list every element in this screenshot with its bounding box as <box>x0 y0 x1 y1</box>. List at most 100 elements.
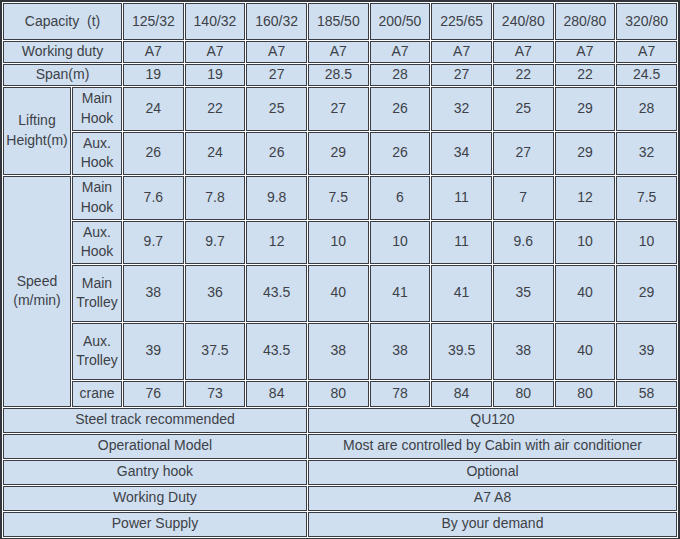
table-cell: 78 <box>370 381 431 407</box>
table-cell: 26 <box>246 132 307 175</box>
table-cell: 35 <box>493 265 554 322</box>
table-cell: 76 <box>123 381 184 407</box>
table-cell: 19 <box>123 64 184 86</box>
footer-value-gantry-hook: Optional <box>308 460 677 485</box>
capacity-value-cell: 320/80 <box>616 3 677 40</box>
table-cell: 73 <box>185 381 246 407</box>
table-cell: 32 <box>616 132 677 175</box>
capacity-value-cell: 225/65 <box>431 3 492 40</box>
table-cell: 39 <box>616 323 677 380</box>
capacity-value-cell: 125/32 <box>123 3 184 40</box>
table-cell: 28.5 <box>308 64 369 86</box>
table-cell: 9.6 <box>493 221 554 264</box>
table-cell: 58 <box>616 381 677 407</box>
table-row: Steel track recommended QU120 <box>3 408 677 433</box>
table-cell: 11 <box>431 221 492 264</box>
table-cell: 7 <box>493 176 554 220</box>
table-cell: 39 <box>123 323 184 380</box>
table-cell: A7 <box>308 41 369 63</box>
table-row: Gantry hook Optional <box>3 460 677 485</box>
table-cell: 7.5 <box>616 176 677 220</box>
table-cell: 10 <box>370 221 431 264</box>
table-cell: 24 <box>185 132 246 175</box>
footer-value-working-duty: A7 A8 <box>308 486 677 511</box>
table-cell: 38 <box>123 265 184 322</box>
table-cell: 25 <box>493 87 554 131</box>
footer-label-power-supply: Power Supply <box>3 512 307 537</box>
table-cell: 7.5 <box>308 176 369 220</box>
table-cell: 32 <box>431 87 492 131</box>
capacity-value-cell: 280/80 <box>555 3 616 40</box>
table-cell: 41 <box>370 265 431 322</box>
sub-label-main-hook: Main Hook <box>72 176 122 220</box>
table-cell: A7 <box>246 41 307 63</box>
table-cell: 22 <box>185 87 246 131</box>
table-cell: 24 <box>123 87 184 131</box>
table-cell: 38 <box>493 323 554 380</box>
group-label-speed: Speed (m/min) <box>3 176 71 407</box>
table-cell: 84 <box>431 381 492 407</box>
table-cell: A7 <box>616 41 677 63</box>
table-row: Lifting Height(m) Main Hook 24 22 25 27 … <box>3 87 677 131</box>
footer-value-steel-track: QU120 <box>308 408 677 433</box>
footer-value-operational-model: Most are controlled by Cabin with air co… <box>308 434 677 459</box>
table-cell: A7 <box>493 41 554 63</box>
table-cell: A7 <box>123 41 184 63</box>
table-cell: A7 <box>555 41 616 63</box>
table-cell: 36 <box>185 265 246 322</box>
table-row: crane 76 73 84 80 78 84 80 80 58 <box>3 381 677 407</box>
table-cell: 27 <box>493 132 554 175</box>
row-label-span: Span(m) <box>3 64 122 86</box>
table-cell: 25 <box>246 87 307 131</box>
table-cell: 7.6 <box>123 176 184 220</box>
table-cell: 22 <box>555 64 616 86</box>
footer-label-steel-track: Steel track recommended <box>3 408 307 433</box>
table-cell: 12 <box>246 221 307 264</box>
table-row: Aux. Hook 9.7 9.7 12 10 10 11 9.6 10 10 <box>3 221 677 264</box>
footer-label-gantry-hook: Gantry hook <box>3 460 307 485</box>
table-cell: 29 <box>555 132 616 175</box>
table-cell: 9.8 <box>246 176 307 220</box>
footer-label-operational-model: Operational Model <box>3 434 307 459</box>
table-cell: 29 <box>555 87 616 131</box>
sub-label-aux-trolley: Aux. Trolley <box>72 323 122 380</box>
table-cell: 84 <box>246 381 307 407</box>
sub-label-aux-hook: Aux. Hook <box>72 221 122 264</box>
table-cell: 34 <box>431 132 492 175</box>
table-cell: 26 <box>370 132 431 175</box>
capacity-value-cell: 160/32 <box>246 3 307 40</box>
table-cell: 43.5 <box>246 323 307 380</box>
table-cell: 9.7 <box>185 221 246 264</box>
table-row: Power Supply By your demand <box>3 512 677 537</box>
table-cell: 80 <box>493 381 554 407</box>
table-cell: 80 <box>555 381 616 407</box>
table-row: Working Duty A7 A8 <box>3 486 677 511</box>
table-cell: 22 <box>493 64 554 86</box>
table-cell: 10 <box>308 221 369 264</box>
table-cell: 7.8 <box>185 176 246 220</box>
table-cell: 10 <box>555 221 616 264</box>
footer-value-power-supply: By your demand <box>308 512 677 537</box>
table-cell: 12 <box>555 176 616 220</box>
table-cell: 26 <box>370 87 431 131</box>
capacity-value-cell: 200/50 <box>370 3 431 40</box>
table-cell: 39.5 <box>431 323 492 380</box>
table-cell: 40 <box>308 265 369 322</box>
sub-label-main-hook: Main Hook <box>72 87 122 131</box>
table-cell: 9.7 <box>123 221 184 264</box>
table-cell: 27 <box>308 87 369 131</box>
table-cell: 43.5 <box>246 265 307 322</box>
table-cell: A7 <box>431 41 492 63</box>
table-row: Working duty A7 A7 A7 A7 A7 A7 A7 A7 A7 <box>3 41 677 63</box>
table-cell: 27 <box>246 64 307 86</box>
table-cell: 40 <box>555 265 616 322</box>
footer-label-working-duty: Working Duty <box>3 486 307 511</box>
table-cell: 41 <box>431 265 492 322</box>
table-cell: 26 <box>123 132 184 175</box>
table-row: Capacity (t) 125/32 140/32 160/32 185/50… <box>3 3 677 40</box>
row-label-working-duty: Working duty <box>3 41 122 63</box>
table-cell: 38 <box>370 323 431 380</box>
sub-label-aux-hook: Aux. Hook <box>72 132 122 175</box>
table-row: Operational Model Most are controlled by… <box>3 434 677 459</box>
table-row: Aux. Trolley 39 37.5 43.5 38 38 39.5 38 … <box>3 323 677 380</box>
